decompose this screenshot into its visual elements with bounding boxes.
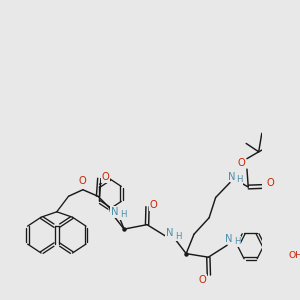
Text: H: H [234,237,240,246]
Text: O: O [150,200,158,210]
Text: H: H [175,232,182,241]
Text: N: N [166,228,174,238]
Text: N: N [227,172,235,182]
Text: N: N [226,234,233,244]
Text: O: O [102,172,110,182]
Text: O: O [79,176,86,186]
Text: O: O [237,158,245,168]
Text: OH: OH [289,251,300,260]
Text: H: H [120,210,127,219]
Text: O: O [267,178,274,188]
Text: H: H [236,175,243,184]
Text: N: N [111,207,119,217]
Text: O: O [199,275,206,285]
